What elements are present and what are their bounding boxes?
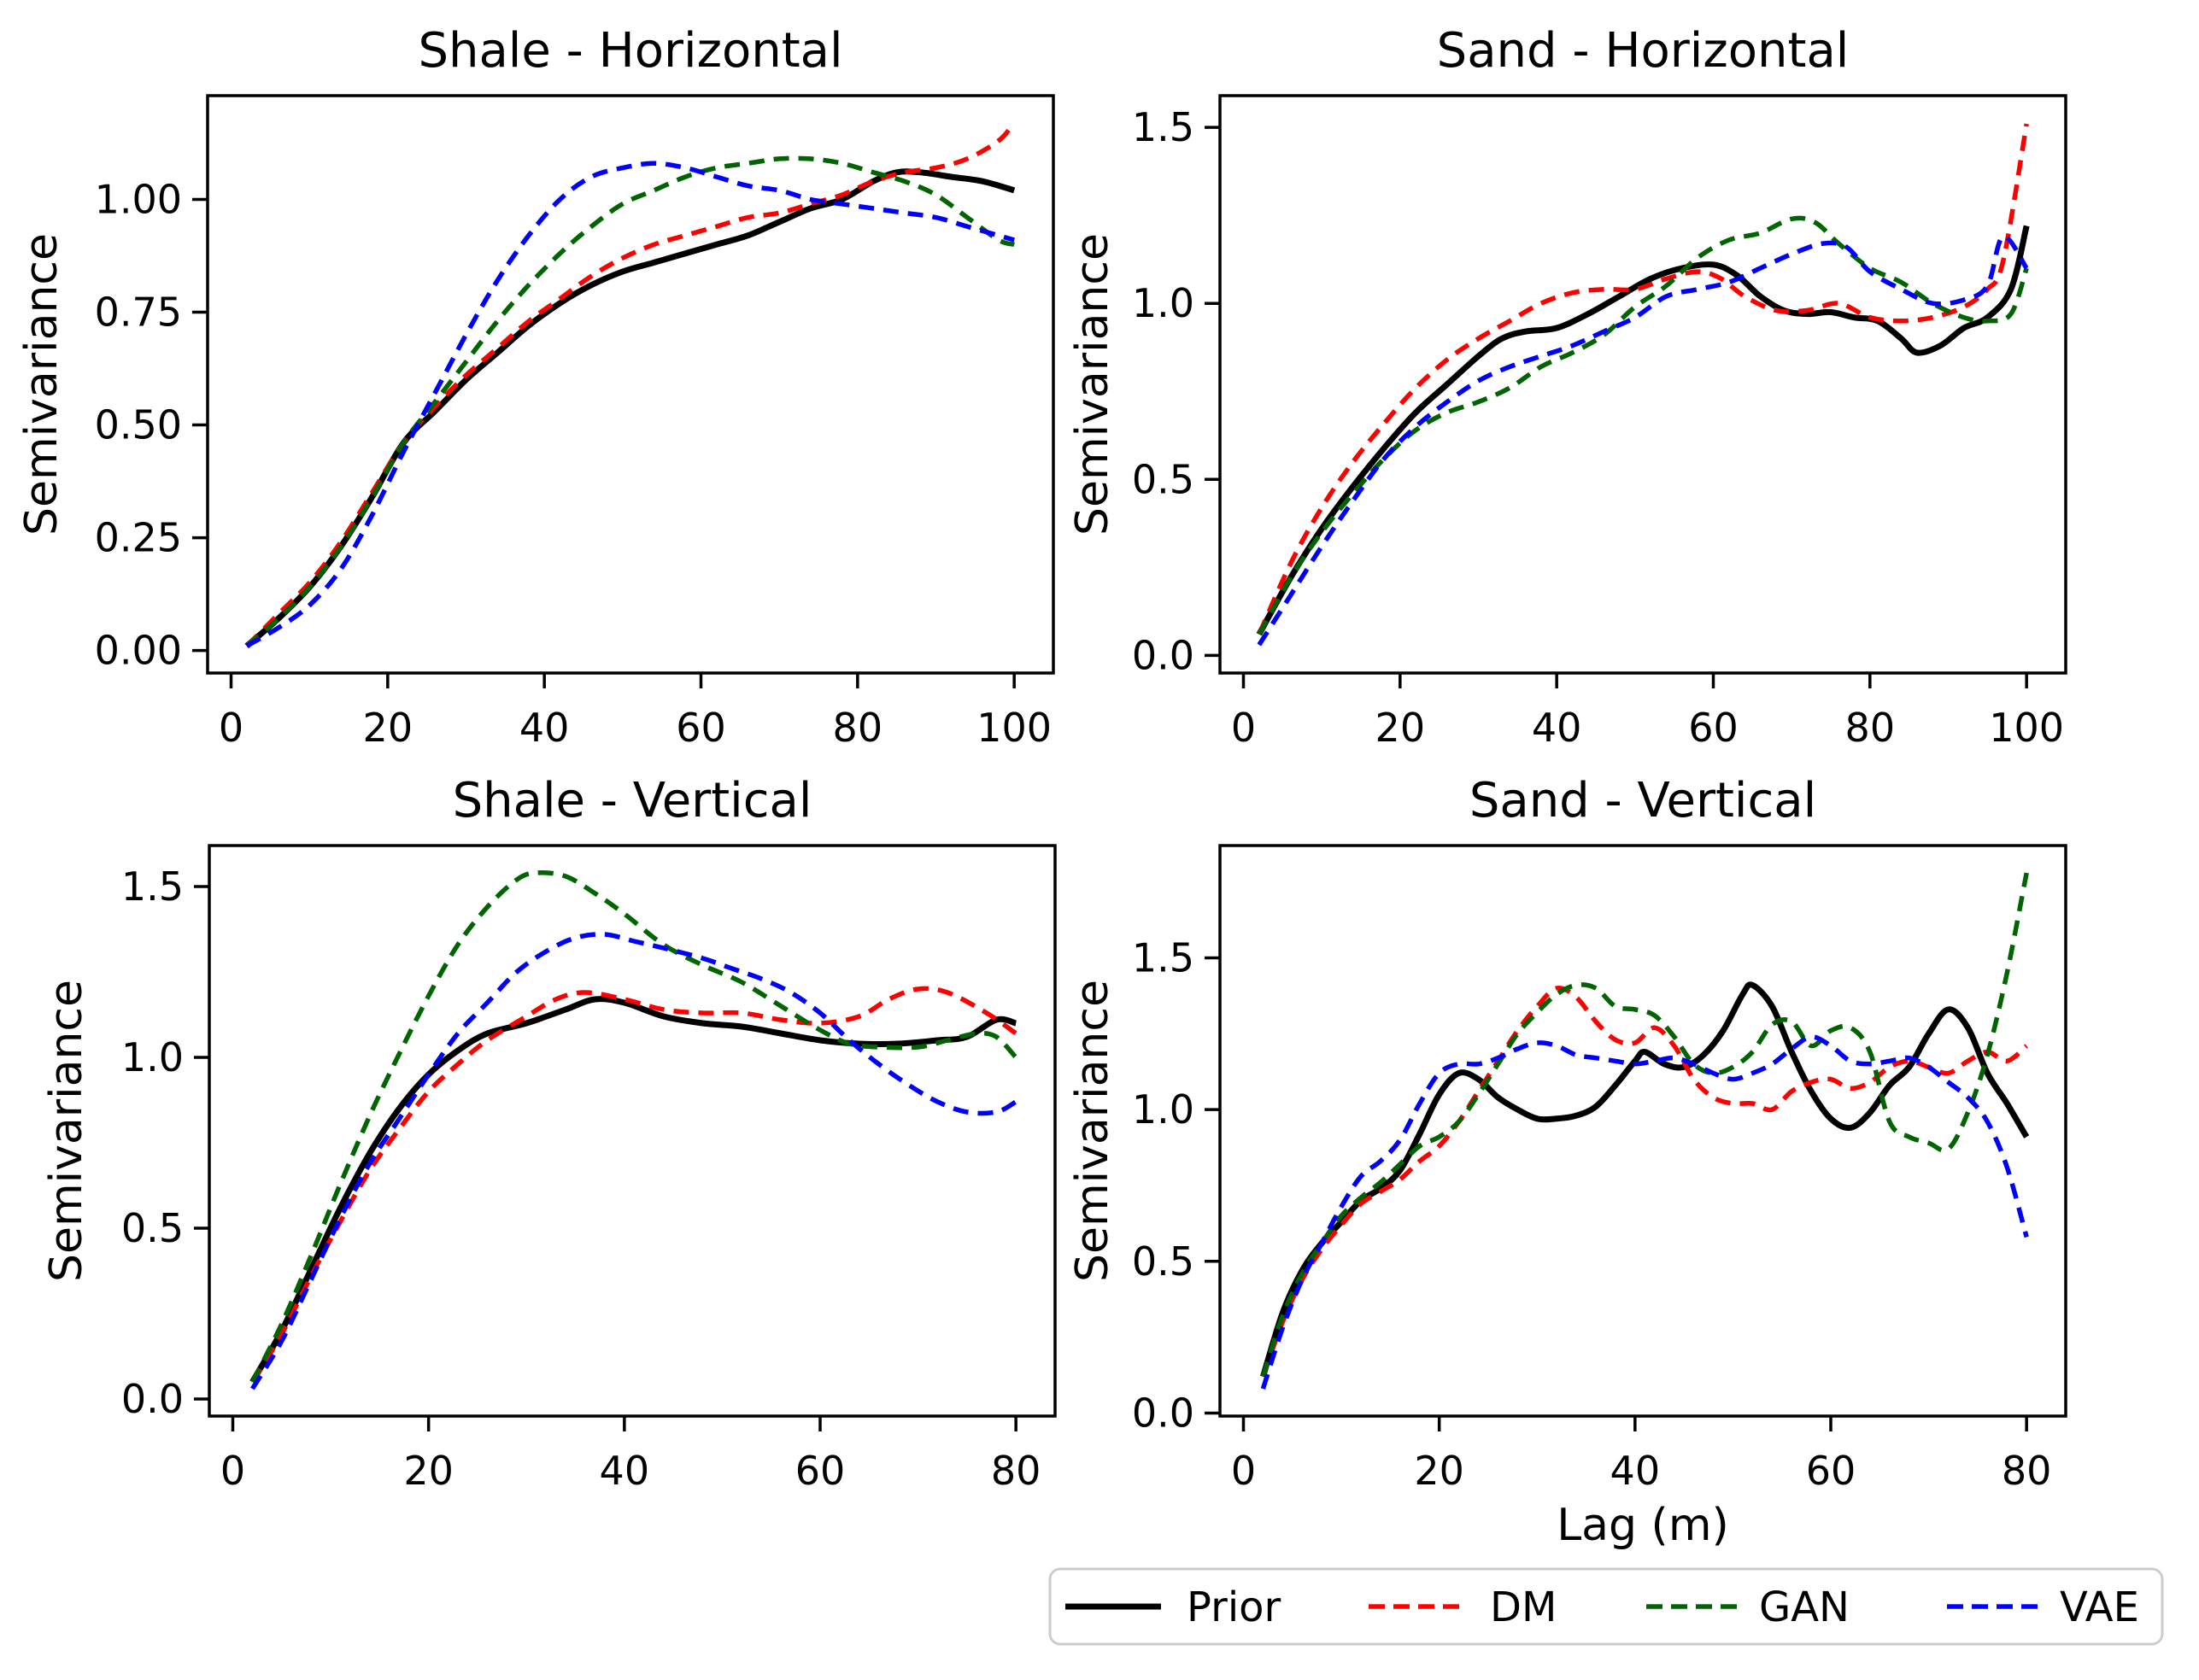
series-line-gan [1257, 215, 2029, 635]
axes-spine [206, 94, 1055, 675]
x-tick-label: 100 [1989, 705, 2064, 751]
y-tick-label: 0.0 [1132, 632, 1194, 678]
plot-title: Shale - Vertical [453, 773, 812, 828]
series-line-prior [244, 168, 1016, 648]
x-tick-label: 60 [1806, 1448, 1856, 1494]
y-tick-label: 1.00 [95, 176, 182, 222]
y-axis-label: Semivariance [41, 980, 92, 1282]
y-tick-label: 0.5 [121, 1205, 184, 1251]
series-line-prior [249, 996, 1017, 1384]
y-axis-label: Semivariance [16, 233, 67, 536]
x-tick-label: 40 [1532, 705, 1582, 751]
legend-box [1048, 1567, 2164, 1646]
x-tick-label: 60 [676, 705, 726, 751]
y-tick-label: 0.0 [1132, 1390, 1194, 1436]
subplot-sand-horizontal: Sand - Horizontal 0 20 40 60 80 100 0.0 0.5 1.0 1.… [1067, 23, 2067, 751]
x-tick-label: 60 [795, 1448, 846, 1494]
subplot-sand-vertical: Sand - Vertical 0 20 40 60 80 0.0 0.5 1.0 1.5 Semi… [1067, 773, 2067, 1551]
x-tick-label: 20 [363, 705, 413, 751]
x-tick-label: 0 [219, 705, 243, 751]
x-tick-label: 80 [1845, 705, 1896, 751]
y-tick-label: 0.5 [1132, 456, 1194, 502]
series-line-prior [1260, 981, 2030, 1378]
y-axis-label: Semivariance [1067, 980, 1118, 1282]
legend: Prior DM GAN VAE [1048, 1567, 2164, 1646]
series-line-dm [244, 120, 1017, 648]
plot-title: Sand - Vertical [1469, 773, 1816, 828]
x-tick-label: 80 [2002, 1448, 2052, 1494]
x-tick-label: 40 [1610, 1448, 1661, 1494]
legend-label-dm: DM [1490, 1583, 1557, 1631]
y-tick-label: 1.0 [1132, 280, 1194, 326]
x-tick-label: 60 [1688, 705, 1739, 751]
series-line-dm [1257, 123, 2029, 635]
subplot-shale-horizontal: Shale - Horizontal 0 20 40 60 80 100 0.00 0.25 0.… [16, 23, 1055, 751]
plot-title: Shale - Horizontal [418, 23, 842, 79]
y-axis-label: Semivariance [1067, 233, 1118, 536]
series-line-gan [245, 155, 1015, 648]
y-tick-label: 1.0 [1132, 1086, 1194, 1133]
x-tick-label: 0 [1231, 705, 1256, 751]
x-axis-label: Lag (m) [1557, 1500, 1729, 1551]
x-tick-label: 20 [1375, 705, 1426, 751]
legend-label-vae: VAE [2060, 1583, 2139, 1631]
legend-label-prior: Prior [1187, 1583, 1281, 1631]
series-line-vae [245, 161, 1015, 648]
subplot-shale-vertical: Shale - Vertical 0 20 40 60 80 0.0 0.5 1.0 1.5 Sem… [41, 773, 1057, 1494]
x-tick-label: 100 [976, 705, 1052, 751]
y-tick-label: 1.5 [1132, 934, 1194, 980]
y-tick-label: 0.00 [95, 628, 182, 674]
y-tick-label: 1.0 [121, 1034, 184, 1080]
y-tick-label: 0.75 [95, 290, 182, 336]
y-tick-label: 1.5 [1132, 104, 1194, 150]
x-tick-label: 80 [833, 705, 883, 751]
series-line-vae [250, 932, 1017, 1390]
x-tick-label: 80 [991, 1448, 1041, 1494]
x-tick-label: 40 [600, 1448, 650, 1494]
x-tick-label: 40 [519, 705, 570, 751]
y-tick-label: 0.5 [1132, 1238, 1194, 1285]
x-tick-label: 20 [403, 1448, 454, 1494]
series-line-vae [1257, 234, 2029, 647]
x-tick-label: 0 [220, 1448, 245, 1494]
series-line-prior [1256, 225, 2030, 636]
x-tick-label: 0 [1231, 1448, 1256, 1494]
axes-spine [1218, 844, 2067, 1418]
series-line-gan [1260, 872, 2029, 1378]
axes-spine [208, 844, 1057, 1418]
series-line-dm [1260, 985, 2029, 1378]
series-line-vae [1260, 1034, 2029, 1390]
y-tick-label: 1.5 [121, 863, 184, 910]
axes-spine [1218, 94, 2067, 675]
plot-title: Sand - Horizontal [1437, 23, 1850, 79]
y-tick-label: 0.0 [121, 1376, 184, 1422]
legend-label-gan: GAN [1759, 1583, 1850, 1631]
x-tick-label: 20 [1414, 1448, 1464, 1494]
series-line-gan [249, 870, 1018, 1384]
y-tick-label: 0.50 [95, 402, 182, 448]
y-tick-label: 0.25 [95, 515, 182, 561]
